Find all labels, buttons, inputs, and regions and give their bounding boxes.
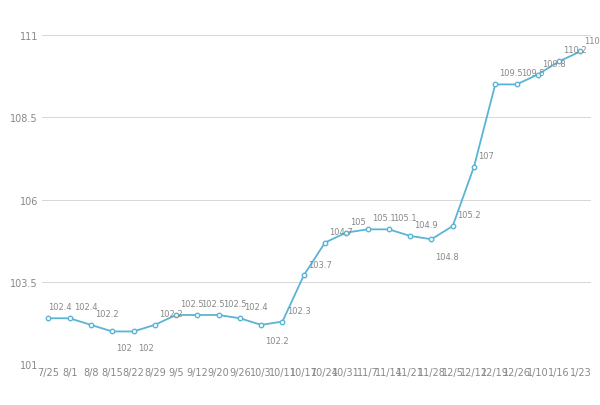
Text: 105.1: 105.1 (372, 214, 395, 223)
Text: 109.5: 109.5 (499, 69, 523, 78)
Text: 102: 102 (137, 343, 154, 352)
Text: 102.2: 102.2 (159, 309, 182, 318)
Text: 110.5: 110.5 (584, 36, 600, 45)
Text: 105: 105 (350, 217, 366, 226)
Text: 103.7: 103.7 (308, 260, 332, 269)
Text: 102.5: 102.5 (223, 299, 247, 308)
Text: 109.8: 109.8 (542, 60, 566, 68)
Text: 102.4: 102.4 (74, 303, 97, 311)
Text: 104.7: 104.7 (329, 227, 353, 236)
Text: 102.5: 102.5 (180, 299, 204, 308)
Text: 102.4: 102.4 (49, 303, 72, 311)
Text: 102.2: 102.2 (95, 309, 119, 318)
Text: 104.8: 104.8 (436, 252, 460, 261)
Text: 107: 107 (478, 151, 494, 160)
Text: 105.1: 105.1 (393, 214, 416, 223)
Text: 109.5: 109.5 (521, 69, 544, 78)
Text: 102.5: 102.5 (202, 299, 225, 308)
Text: 102.2: 102.2 (265, 336, 289, 345)
Text: 102.3: 102.3 (287, 306, 310, 315)
Text: 105.2: 105.2 (457, 211, 481, 220)
Text: 102.4: 102.4 (244, 303, 268, 311)
Text: 102: 102 (116, 343, 132, 352)
Text: 104.9: 104.9 (414, 220, 438, 229)
Text: 110.2: 110.2 (563, 46, 587, 55)
